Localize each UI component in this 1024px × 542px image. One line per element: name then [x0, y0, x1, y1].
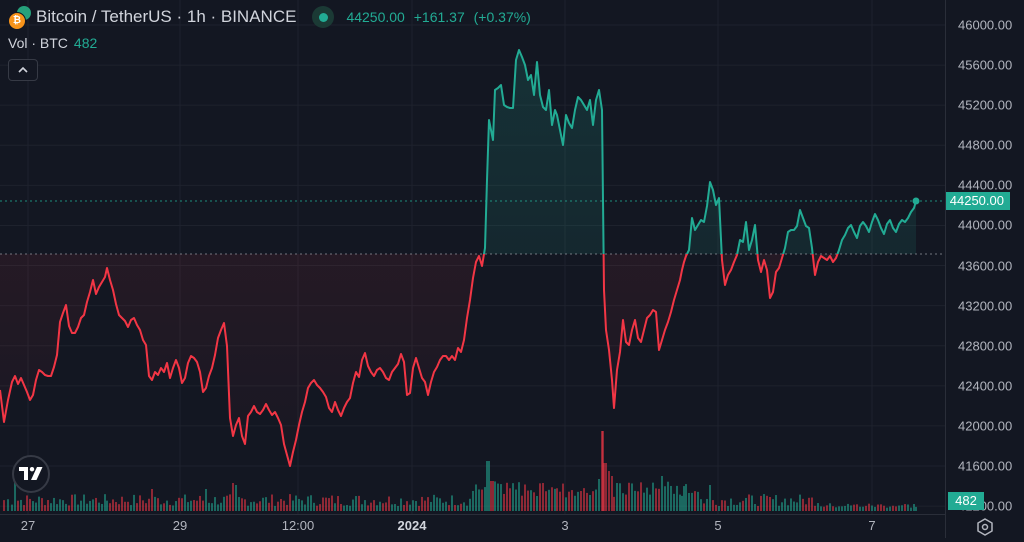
price-axis-label: 42800.00: [958, 338, 1013, 354]
symbol-legend[interactable]: ₿ Bitcoin / TetherUS · 1h · BINANCE 4425…: [8, 6, 536, 30]
volume-histogram: [3, 431, 917, 511]
last-price: 44250.00: [346, 9, 405, 25]
market-open-dot-icon: [318, 12, 328, 22]
time-axis[interactable]: [0, 514, 945, 539]
price-axis-label: 44800.00: [958, 137, 1013, 153]
chevron-up-icon: [18, 66, 28, 73]
price-change-percent: (+0.37%): [473, 9, 531, 25]
price-axis-label: 42000.00: [958, 418, 1013, 434]
volume-value: 482: [73, 35, 98, 51]
time-axis-label: 3: [561, 518, 569, 533]
time-axis-label: 2024: [397, 518, 427, 533]
price-line-down: [0, 254, 839, 467]
price-axis-label: 46000.00: [958, 17, 1013, 33]
btc-coin-icon: ₿: [8, 12, 26, 30]
time-axis-label: 5: [714, 518, 722, 533]
time-axis-label: 29: [172, 518, 188, 533]
market-status-indicator[interactable]: [312, 6, 335, 28]
volume-label: Vol · BTC: [8, 35, 68, 51]
price-change: +161.37: [413, 9, 465, 25]
price-axis-label: 42400.00: [958, 378, 1013, 394]
settings-hexagon-icon: [977, 518, 993, 536]
volume-legend[interactable]: Vol · BTC 482: [8, 35, 97, 51]
time-axis-label: 12:00: [281, 518, 315, 533]
price-axis-label: 44000.00: [958, 217, 1013, 233]
volume-badge: 482: [948, 492, 984, 510]
price-axis[interactable]: [945, 0, 1024, 538]
last-price-marker: [912, 197, 920, 205]
price-axis-label: 43200.00: [958, 298, 1013, 314]
current-price-badge: 44250.00: [946, 192, 1010, 210]
time-axis-label: 27: [20, 518, 36, 533]
price-axis-label: 45600.00: [958, 57, 1013, 73]
chart-settings-button[interactable]: [975, 517, 995, 537]
time-axis-label: 7: [868, 518, 876, 533]
pair-icons: ₿: [8, 6, 31, 30]
tradingview-logo-icon: [19, 467, 43, 480]
price-info: 44250.00 +161.37 (+0.37%): [346, 9, 535, 25]
symbol-title: Bitcoin / TetherUS · 1h · BINANCE: [36, 7, 297, 26]
tradingview-logo[interactable]: [12, 455, 50, 493]
price-axis-label: 43600.00: [958, 258, 1013, 274]
collapse-legend-button[interactable]: [8, 59, 38, 81]
price-axis-label: 44400.00: [958, 177, 1013, 193]
price-axis-label: 45200.00: [958, 97, 1013, 113]
price-axis-label: 41600.00: [958, 458, 1013, 474]
price-chart[interactable]: [0, 0, 945, 514]
